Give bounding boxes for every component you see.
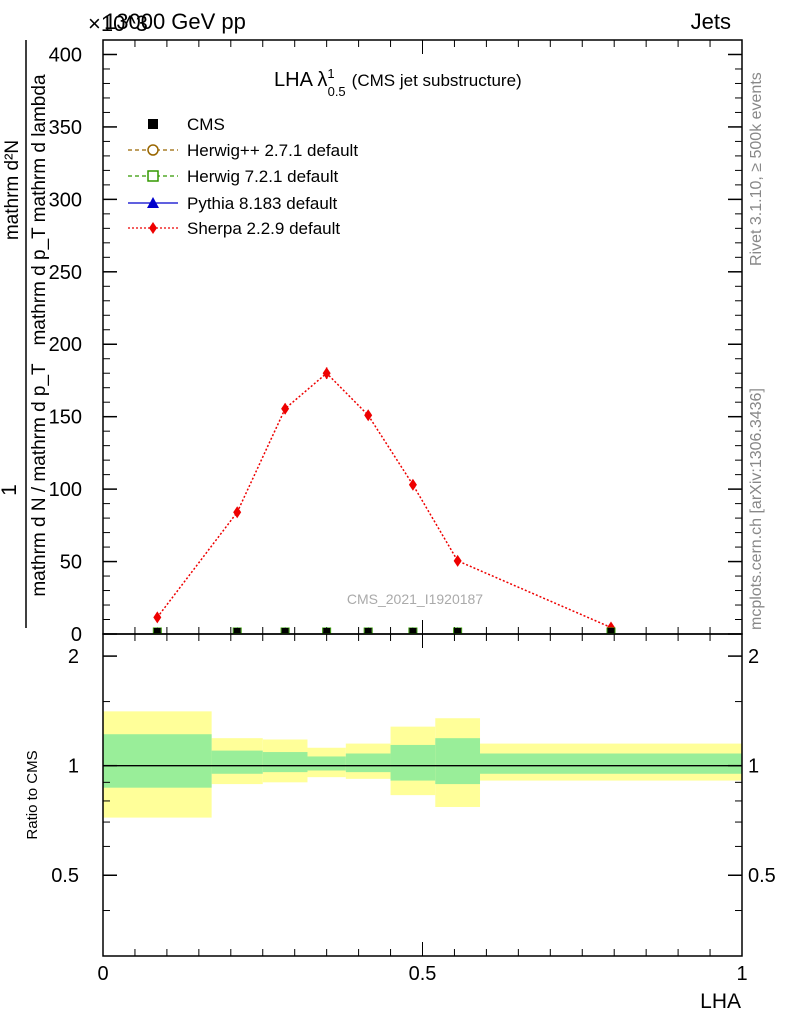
ratio-inner-band: [103, 734, 212, 788]
legend-label: Herwig 7.2.1 default: [187, 167, 338, 186]
legend-marker-circle: [147, 144, 159, 156]
cms-point: [607, 628, 615, 633]
x-tick-label: 0: [97, 963, 108, 985]
sherpa-point: [322, 367, 331, 380]
ratio-y-tick-label: 2: [68, 646, 79, 668]
title-suffix: (CMS jet substructure): [352, 71, 522, 90]
y-tick-label: 400: [49, 44, 82, 66]
legend-label: Herwig++ 2.7.1 default: [187, 141, 358, 160]
cms-point: [409, 628, 417, 633]
title-sup: 1: [327, 66, 334, 81]
y-tick-label: 50: [60, 552, 82, 574]
ratio-inner-band: [390, 744, 436, 781]
sherpa-point: [453, 554, 462, 567]
ratio-inner-band: [262, 752, 308, 773]
x-axis-label: LHA: [700, 990, 741, 1013]
ratio-inner-band: [435, 738, 481, 785]
main-panel: 0 50 100 150 200 250 300 350 400: [49, 39, 743, 646]
ratio-inner-band: [480, 753, 742, 774]
watermark: CMS_2021_I1920187: [347, 591, 483, 607]
legend-label: CMS: [187, 115, 225, 134]
sherpa-point: [364, 409, 373, 422]
sherpa-point: [408, 478, 417, 491]
sherpa-point: [281, 402, 290, 415]
ylabel-den: mathrm d p_T mathrm d lambda: [29, 74, 50, 345]
cms-point: [233, 628, 241, 633]
exponent-label: ×10^3: [88, 11, 148, 36]
ratio-inner-band: [345, 753, 391, 773]
y-tick-label: 350: [49, 117, 82, 139]
ratio-y-tick-label-right: 1: [748, 756, 759, 778]
y-tick-label: 0: [71, 624, 82, 646]
ratio-y-tick-label: 1: [68, 756, 79, 778]
sherpa-point: [153, 611, 162, 624]
legend-marker-diamond: [149, 222, 157, 234]
main-series: [152, 367, 616, 634]
title-sub: 0.5: [328, 84, 346, 99]
sherpa-line: [156, 372, 612, 629]
ratio-ylabel: Ratio to CMS: [24, 750, 41, 839]
y-tick-label: 150: [49, 407, 82, 429]
legend-label: Sherpa 2.2.9 default: [187, 219, 340, 238]
legend-label: Pythia 8.183 default: [187, 194, 338, 213]
legend-marker-cms: [148, 119, 158, 129]
legend-marker-square: [147, 170, 159, 182]
cms-point: [454, 628, 462, 633]
main-ylabel: 1 mathrm d²N mathrm d p_T mathrm d lambd…: [0, 40, 50, 628]
ratio-panel: 0.5 0.51 12 2 0 0.5 1: [51, 633, 776, 985]
jets-label: Jets: [691, 9, 731, 34]
y-tick-label: 200: [49, 334, 82, 356]
energy-label: 13000 GeV pp: [104, 9, 246, 34]
mcplots-label: mcplots.cern.ch [arXiv:1306.3436]: [748, 388, 765, 630]
ylabel-pre-den: mathrm d N / mathrm d p_T: [29, 363, 50, 597]
cms-point: [153, 628, 161, 633]
ratio-y-tick-label-right: 2: [748, 646, 759, 668]
y-tick-label: 300: [49, 189, 82, 211]
y-tick-label: 100: [49, 479, 82, 501]
x-tick-label: 0.5: [409, 963, 437, 985]
cms-point: [281, 628, 289, 633]
legend-marker-triangle: [147, 197, 159, 208]
rivet-label: Rivet 3.1.10, ≥ 500k events: [748, 72, 765, 266]
ratio-y-axis: 0.5 0.5 1 1 2 2: [51, 646, 776, 912]
x-tick-label: 1: [736, 963, 747, 985]
ylabel-num: mathrm d²N: [2, 140, 23, 240]
sherpa-point: [233, 506, 242, 519]
title-main: LHA λ: [274, 69, 327, 91]
ratio-inner-band: [307, 756, 346, 771]
cms-point: [364, 628, 372, 633]
chart-title: LHA λ1 0.5 (CMS jet substructure): [274, 66, 522, 99]
cms-point: [323, 628, 331, 633]
main-y-axis: 0 50 100 150 200 250 300 350 400: [49, 40, 743, 646]
ratio-inner-band: [211, 750, 263, 774]
ratio-y-tick-label: 0.5: [51, 865, 79, 887]
ratio-y-tick-label-right: 0.5: [748, 865, 776, 887]
legend: CMS Herwig++ 2.7.1 default Herwig 7.2.1 de…: [128, 115, 358, 238]
ylabel-pre: 1: [0, 484, 21, 496]
ratio-x-axis: 0 0.5 1: [97, 634, 748, 985]
y-tick-label: 250: [49, 262, 82, 284]
ratio-bands: [103, 711, 742, 818]
